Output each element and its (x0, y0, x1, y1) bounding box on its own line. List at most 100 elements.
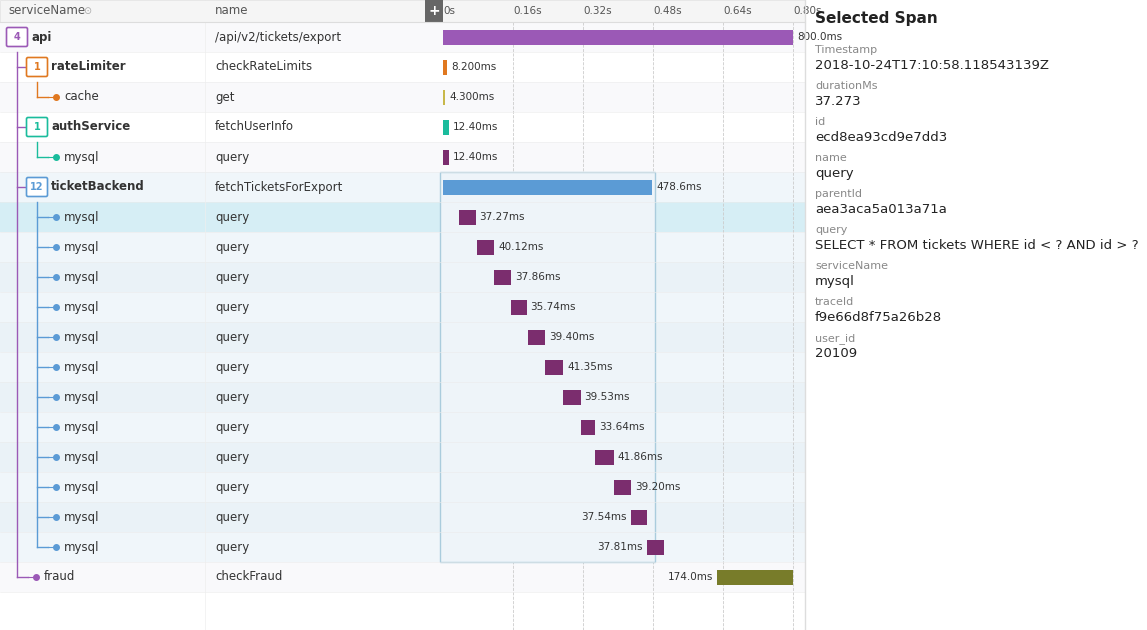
Text: mysql: mysql (64, 270, 100, 284)
Text: query: query (214, 510, 249, 524)
Bar (0, 292, 805, 322)
Text: 39.20ms: 39.20ms (634, 482, 680, 492)
Text: fetchUserInfo: fetchUserInfo (214, 120, 294, 134)
Bar (443, 180, 653, 195)
Text: 37.81ms: 37.81ms (598, 542, 643, 552)
Bar (0, 52, 805, 82)
Text: 12: 12 (30, 182, 44, 192)
Text: mysql: mysql (64, 481, 100, 493)
Text: id: id (816, 117, 825, 127)
Bar (443, 30, 793, 45)
Bar (563, 389, 580, 404)
Text: 800.0ms: 800.0ms (797, 32, 842, 42)
Text: +: + (428, 4, 439, 18)
Text: 37.54ms: 37.54ms (582, 512, 626, 522)
Text: name: name (214, 4, 249, 18)
Text: fetchTicketsForExport: fetchTicketsForExport (214, 181, 343, 193)
Bar (510, 299, 526, 314)
Bar (443, 120, 448, 134)
Text: 33.64ms: 33.64ms (599, 422, 645, 432)
Text: api: api (31, 30, 52, 43)
Text: serviceName: serviceName (816, 261, 888, 271)
Text: f9e66d8f75a26b28: f9e66d8f75a26b28 (816, 311, 942, 324)
Text: /api/v2/tickets/export: /api/v2/tickets/export (214, 30, 341, 43)
Text: 41.35ms: 41.35ms (568, 362, 612, 372)
Bar (426, 0, 443, 22)
Text: 8.200ms: 8.200ms (451, 62, 496, 72)
Text: SELECT * FROM tickets WHERE id < ? AND id > ?: SELECT * FROM tickets WHERE id < ? AND i… (816, 239, 1139, 252)
Text: 174.0ms: 174.0ms (668, 572, 713, 582)
Text: traceId: traceId (816, 297, 855, 307)
Bar (440, 172, 655, 562)
Text: mysql: mysql (64, 541, 100, 554)
Text: 4.300ms: 4.300ms (450, 92, 494, 102)
Text: query: query (214, 360, 249, 374)
Text: ecd8ea93cd9e7dd3: ecd8ea93cd9e7dd3 (816, 131, 947, 144)
Text: 37.27ms: 37.27ms (479, 212, 525, 222)
Text: 1: 1 (33, 62, 40, 72)
Text: 37.86ms: 37.86ms (515, 272, 561, 282)
Bar (545, 360, 563, 374)
Bar (0, 352, 805, 382)
Text: query: query (214, 151, 249, 164)
Text: 39.40ms: 39.40ms (549, 332, 594, 342)
Bar (647, 539, 664, 554)
Text: 0.80s: 0.80s (793, 6, 821, 16)
Text: 12.40ms: 12.40ms (453, 122, 498, 132)
Bar (494, 270, 510, 285)
Text: mysql: mysql (64, 301, 100, 314)
Bar (0, 322, 805, 352)
Text: mysql: mysql (64, 450, 100, 464)
Text: ⊙: ⊙ (83, 6, 91, 16)
Text: rateLimiter: rateLimiter (50, 60, 126, 74)
Text: query: query (214, 210, 249, 224)
Text: query: query (214, 391, 249, 403)
Text: query: query (214, 331, 249, 343)
Text: mysql: mysql (64, 510, 100, 524)
Bar (0, 112, 805, 142)
Text: 12.40ms: 12.40ms (453, 152, 498, 162)
Bar (443, 59, 447, 74)
Text: mysql: mysql (64, 151, 100, 164)
Text: query: query (816, 225, 848, 235)
Text: 478.6ms: 478.6ms (656, 182, 702, 192)
Bar (0, 472, 805, 502)
Bar (0, 562, 805, 592)
Bar (0, 532, 805, 562)
Text: checkFraud: checkFraud (214, 571, 282, 583)
Text: Selected Span: Selected Span (816, 11, 938, 25)
Bar (0, 142, 805, 172)
Text: 4: 4 (14, 32, 21, 42)
Bar (595, 449, 614, 464)
Text: 0.16s: 0.16s (513, 6, 541, 16)
Bar (0, 0, 805, 22)
Text: authService: authService (50, 120, 131, 134)
FancyBboxPatch shape (26, 118, 47, 137)
Text: 20109: 20109 (816, 347, 857, 360)
FancyBboxPatch shape (26, 57, 47, 76)
Text: mysql: mysql (64, 420, 100, 433)
Bar (443, 89, 445, 105)
Bar (443, 149, 448, 164)
Text: 40.12ms: 40.12ms (499, 242, 544, 252)
Text: mysql: mysql (64, 210, 100, 224)
Text: query: query (214, 481, 249, 493)
Text: Timestamp: Timestamp (816, 45, 877, 55)
Text: mysql: mysql (64, 331, 100, 343)
Text: 41.86ms: 41.86ms (617, 452, 663, 462)
Bar (528, 329, 545, 345)
Text: fraud: fraud (44, 571, 76, 583)
Text: query: query (816, 167, 853, 180)
Text: 0.32s: 0.32s (583, 6, 611, 16)
Text: user_id: user_id (816, 333, 856, 344)
Bar (0, 262, 805, 292)
Text: query: query (214, 270, 249, 284)
Text: query: query (214, 241, 249, 253)
Text: checkRateLimits: checkRateLimits (214, 60, 312, 74)
Text: query: query (214, 420, 249, 433)
Bar (0, 82, 805, 112)
Text: get: get (214, 91, 234, 103)
Bar (477, 239, 494, 255)
Text: 2018-10-24T17:10:58.118543139Z: 2018-10-24T17:10:58.118543139Z (816, 59, 1050, 72)
Text: query: query (214, 301, 249, 314)
